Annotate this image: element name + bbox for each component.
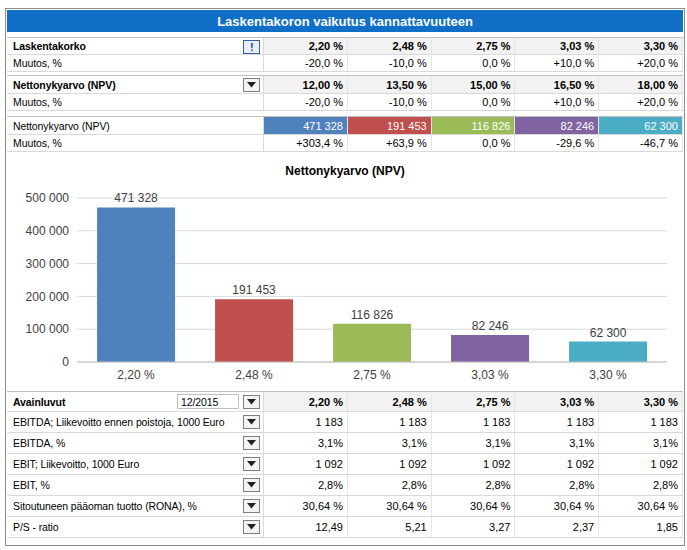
html-text:1 092: 1 092 — [315, 458, 343, 470]
html-text:3,30 %: 3,30 % — [643, 395, 678, 408]
html-text:2,8%: 2,8% — [317, 479, 343, 491]
html-text:82 246: 82 246 — [560, 119, 595, 132]
html-text:15,00 %: 15,00 % — [470, 78, 511, 91]
html-text:2,8%: 2,8% — [569, 479, 595, 491]
html-text:1 092: 1 092 — [399, 458, 427, 470]
html-text:EBITDA, %: EBITDA, % — [13, 437, 66, 449]
html-text:P/S - ratio: P/S - ratio — [13, 521, 59, 533]
html-text:Nettonykyarvo (NPV): Nettonykyarvo (NPV) — [13, 78, 116, 91]
svg-text:82 246: 82 246 — [472, 319, 509, 333]
html-text:3,27: 3,27 — [489, 521, 511, 533]
html-text:Sitoutuneen pääoman tuotto (RO: Sitoutuneen pääoman tuotto (RONA), % — [13, 500, 197, 512]
html-text:1,85: 1,85 — [656, 521, 678, 533]
html-text:30,64 %: 30,64 % — [553, 500, 595, 512]
svg-text:3,03 %: 3,03 % — [471, 368, 509, 382]
html-text:-20,0 %: -20,0 % — [305, 57, 343, 69]
html-text:1 092: 1 092 — [482, 458, 511, 470]
svg-text:116 826: 116 826 — [351, 308, 394, 322]
html-text:Nettonykyarvo (NPV): Nettonykyarvo (NPV) — [13, 119, 110, 132]
html-text:1 183: 1 183 — [566, 416, 595, 428]
html-text:2,75 %: 2,75 % — [476, 395, 511, 408]
html-text:1 092: 1 092 — [650, 458, 678, 470]
html-text:+63,9 %: +63,9 % — [386, 137, 427, 149]
svg-text:2,75 %: 2,75 % — [353, 368, 391, 382]
html-text:3,1%: 3,1% — [401, 437, 427, 449]
html-text:2,75 %: 2,75 % — [476, 40, 511, 52]
html-text:2,8%: 2,8% — [652, 479, 678, 491]
svg-text:100 000: 100 000 — [26, 322, 70, 336]
html-text:3,30 %: 3,30 % — [643, 40, 678, 52]
html-text:18,00 %: 18,00 % — [637, 78, 678, 91]
html-text:2,8%: 2,8% — [485, 479, 511, 491]
html-text:5,21: 5,21 — [405, 521, 427, 533]
html-text:Muutos, %: Muutos, % — [13, 96, 62, 108]
html-text:30,64 %: 30,64 % — [302, 500, 343, 512]
html-text:13,50 %: 13,50 % — [386, 78, 427, 91]
html-text:Avainluvut: Avainluvut — [13, 395, 66, 408]
html-text:1 183: 1 183 — [482, 416, 511, 428]
html-text:12,00 %: 12,00 % — [302, 78, 343, 91]
html-text:30,64 %: 30,64 % — [637, 500, 678, 512]
svg-text:471 328: 471 328 — [114, 191, 158, 205]
svg-text:400 000: 400 000 — [26, 224, 70, 238]
html-text:30,64 %: 30,64 % — [470, 500, 511, 512]
html-text:-10,0 %: -10,0 % — [388, 57, 427, 69]
html-text:0,0 %: 0,0 % — [482, 137, 511, 149]
html-text:+10,0 %: +10,0 % — [553, 96, 595, 108]
html-text:30,64 %: 30,64 % — [386, 500, 427, 512]
html-text:12,49: 12,49 — [315, 521, 343, 533]
html-text:12/2015: 12/2015 — [181, 395, 219, 408]
html-text:471 328: 471 328 — [303, 119, 343, 132]
html-text:3,1%: 3,1% — [485, 437, 511, 449]
html-text:3,1%: 3,1% — [652, 437, 678, 449]
html-text:2,20 %: 2,20 % — [308, 40, 343, 52]
html-text:+303,4 %: +303,4 % — [296, 137, 343, 149]
html-text:Muutos, %: Muutos, % — [13, 137, 62, 149]
html-text:EBIT, %: EBIT, % — [13, 479, 50, 491]
svg-text:300 000: 300 000 — [26, 257, 70, 271]
html-text:-10,0 %: -10,0 % — [388, 96, 427, 108]
html-text:62 300: 62 300 — [644, 119, 678, 132]
html-text:3,03 %: 3,03 % — [560, 40, 595, 52]
html-text:Nettonykyarvo (NPV): Nettonykyarvo (NPV) — [285, 164, 405, 178]
svg-text:500 000: 500 000 — [26, 191, 70, 205]
html-text:Laskentakorko: Laskentakorko — [13, 40, 86, 52]
svg-text:2,48 %: 2,48 % — [235, 368, 273, 382]
html-text:-46,7 %: -46,7 % — [640, 137, 678, 149]
html-text:3,1%: 3,1% — [569, 437, 595, 449]
html-text:2,37: 2,37 — [572, 521, 595, 533]
svg-text:200 000: 200 000 — [26, 290, 70, 304]
html-text:191 453: 191 453 — [387, 119, 427, 132]
html-text:1 183: 1 183 — [399, 416, 427, 428]
html-text:+20,0 %: +20,0 % — [637, 57, 678, 69]
html-text:2,48 %: 2,48 % — [392, 40, 427, 52]
html-text:EBITDA; Liikevoitto ennen pois: EBITDA; Liikevoitto ennen poistoja, 1000… — [13, 416, 225, 428]
html-text:16,50 %: 16,50 % — [553, 78, 595, 91]
html-text:3,1%: 3,1% — [317, 437, 343, 449]
html-text:1 092: 1 092 — [566, 458, 595, 470]
svg-text:3,30 %: 3,30 % — [589, 368, 627, 382]
html-text:2,48 %: 2,48 % — [392, 395, 427, 408]
html-text:3,03 %: 3,03 % — [560, 395, 595, 408]
svg-text:2,20 %: 2,20 % — [117, 368, 155, 382]
html-text:EBIT; Liikevoitto, 1000 Euro: EBIT; Liikevoitto, 1000 Euro — [13, 458, 140, 470]
html-text:1 183: 1 183 — [650, 416, 678, 428]
html-text:2,8%: 2,8% — [401, 479, 427, 491]
svg-text:191 453: 191 453 — [232, 283, 276, 297]
html-text:1 183: 1 183 — [315, 416, 343, 428]
html-text:Muutos, %: Muutos, % — [13, 57, 62, 69]
html-text:0,0 %: 0,0 % — [482, 57, 511, 69]
html-text:116 826: 116 826 — [471, 119, 511, 132]
html-text:+20,0 %: +20,0 % — [637, 96, 678, 108]
html-text:-29,6 %: -29,6 % — [556, 137, 595, 149]
svg-text:62 300: 62 300 — [590, 326, 627, 340]
html-text:Laskentakoron vaikutus kannatt: Laskentakoron vaikutus kannattavuuteen — [217, 13, 473, 29]
html-text:2,20 %: 2,20 % — [308, 395, 343, 408]
html-text:0,0 %: 0,0 % — [482, 96, 511, 108]
html-text:-20,0 %: -20,0 % — [305, 96, 343, 108]
html-text:+10,0 %: +10,0 % — [553, 57, 595, 69]
svg-text:0: 0 — [62, 355, 69, 369]
